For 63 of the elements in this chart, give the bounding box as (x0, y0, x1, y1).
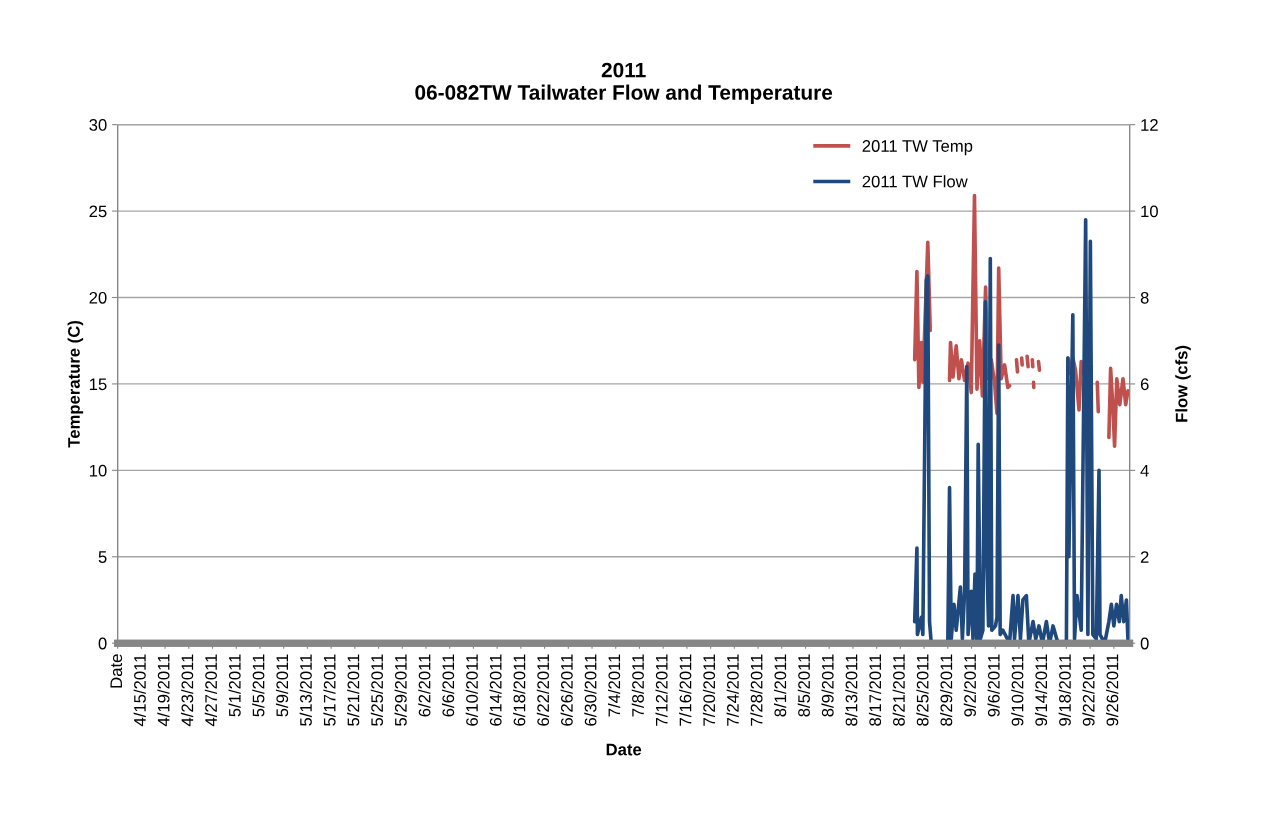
y2-axis-title: Flow (cfs) (1175, 345, 1191, 422)
y-tick-label: 0 (98, 637, 107, 650)
x-tick-label: 5/13/2011 (299, 654, 312, 726)
x-tick-label: 6/30/2011 (584, 654, 597, 726)
x-tick-label: 7/16/2011 (679, 654, 692, 726)
x-tick-label: 4/15/2011 (133, 654, 146, 727)
x-tick-label: 8/25/2011 (916, 654, 929, 726)
y-axis-title: Temperature (C) (67, 321, 84, 448)
x-tick-label: 8/21/2011 (892, 654, 905, 726)
y-tick-label: 10 (89, 464, 107, 477)
x-tick-label: 9/6/2011 (987, 654, 1000, 717)
x-tick-label: 5/1/2011 (228, 654, 241, 717)
y-tick-label: 30 (89, 119, 107, 131)
x-tick-label: 6/6/2011 (441, 654, 455, 717)
x-tick-label: 6/10/2011 (465, 654, 478, 726)
x-tick-label: 8/13/2011 (845, 654, 858, 726)
x-tick-label: 9/22/2011 (1082, 654, 1095, 726)
x-tick-label: 9/10/2011 (1011, 654, 1024, 726)
x-tick-label: 9/18/2011 (1058, 654, 1071, 726)
x-tick-label: 5/25/2011 (370, 654, 384, 726)
x-tick-label: 9/26/2011 (1106, 654, 1119, 726)
x-tick-label: 6/18/2011 (513, 654, 526, 726)
x-tick-label: 8/5/2011 (797, 654, 810, 717)
x-tick-label: 9/14/2011 (1034, 654, 1048, 726)
x-tick-label: 6/2/2011 (418, 654, 431, 717)
x-tick-label: 7/8/2011 (631, 654, 644, 717)
x-tick-label: 8/1/2011 (774, 654, 787, 717)
y-tick-label: 5 (98, 551, 107, 563)
x-tick-label: 6/26/2011 (560, 654, 573, 726)
x-tick-label: 4/19/2011 (157, 654, 170, 727)
x-tick-label: 6/22/2011 (536, 654, 550, 726)
x-tick-label: 7/28/2011 (750, 654, 763, 726)
x-tick-label: Date (110, 654, 123, 688)
x-tick-label: 7/24/2011 (726, 654, 739, 726)
y2-tick-label: 12 (1141, 119, 1158, 131)
x-tick-label: 7/12/2011 (655, 654, 668, 726)
legend-label: 2011 TW Temp (862, 140, 973, 156)
y-tick-label: 20 (89, 291, 107, 304)
y-tick-label: 15 (89, 378, 107, 391)
y2-tick-label: 2 (1140, 551, 1149, 563)
x-tick-label: 4/27/2011 (204, 654, 217, 727)
x-tick-label: 8/9/2011 (821, 654, 834, 717)
x-tick-label: 5/5/2011 (252, 654, 265, 717)
y2-tick-label: 0 (1140, 637, 1149, 650)
x-tick-label: 7/20/2011 (702, 654, 716, 726)
y2-tick-label: 8 (1140, 291, 1149, 304)
y-tick-label: 25 (89, 205, 107, 218)
x-tick-label: 7/4/2011 (607, 654, 621, 717)
y2-tick-label: 10 (1141, 205, 1158, 218)
x-tick-label: 8/17/2011 (868, 654, 882, 726)
x-tick-label: 9/2/2011 (963, 654, 976, 717)
x-tick-label: 5/21/2011 (347, 654, 360, 726)
chart-title: 2011 06-082TW Tailwater Flow and Temperature (415, 62, 833, 104)
x-tick-label: 4/23/2011 (181, 654, 194, 727)
x-axis-title: Date (606, 743, 642, 756)
y2-tick-label: 4 (1140, 464, 1149, 477)
x-tick-label: 5/17/2011 (323, 654, 336, 726)
x-tick-label: 5/9/2011 (275, 654, 289, 717)
y2-tick-label: 6 (1140, 378, 1149, 391)
x-tick-label: 5/29/2011 (394, 654, 407, 726)
x-tick-label: 6/14/2011 (489, 654, 502, 726)
x-tick-label: 8/29/2011 (940, 654, 953, 726)
legend-label: 2011 TW Flow (862, 175, 968, 188)
